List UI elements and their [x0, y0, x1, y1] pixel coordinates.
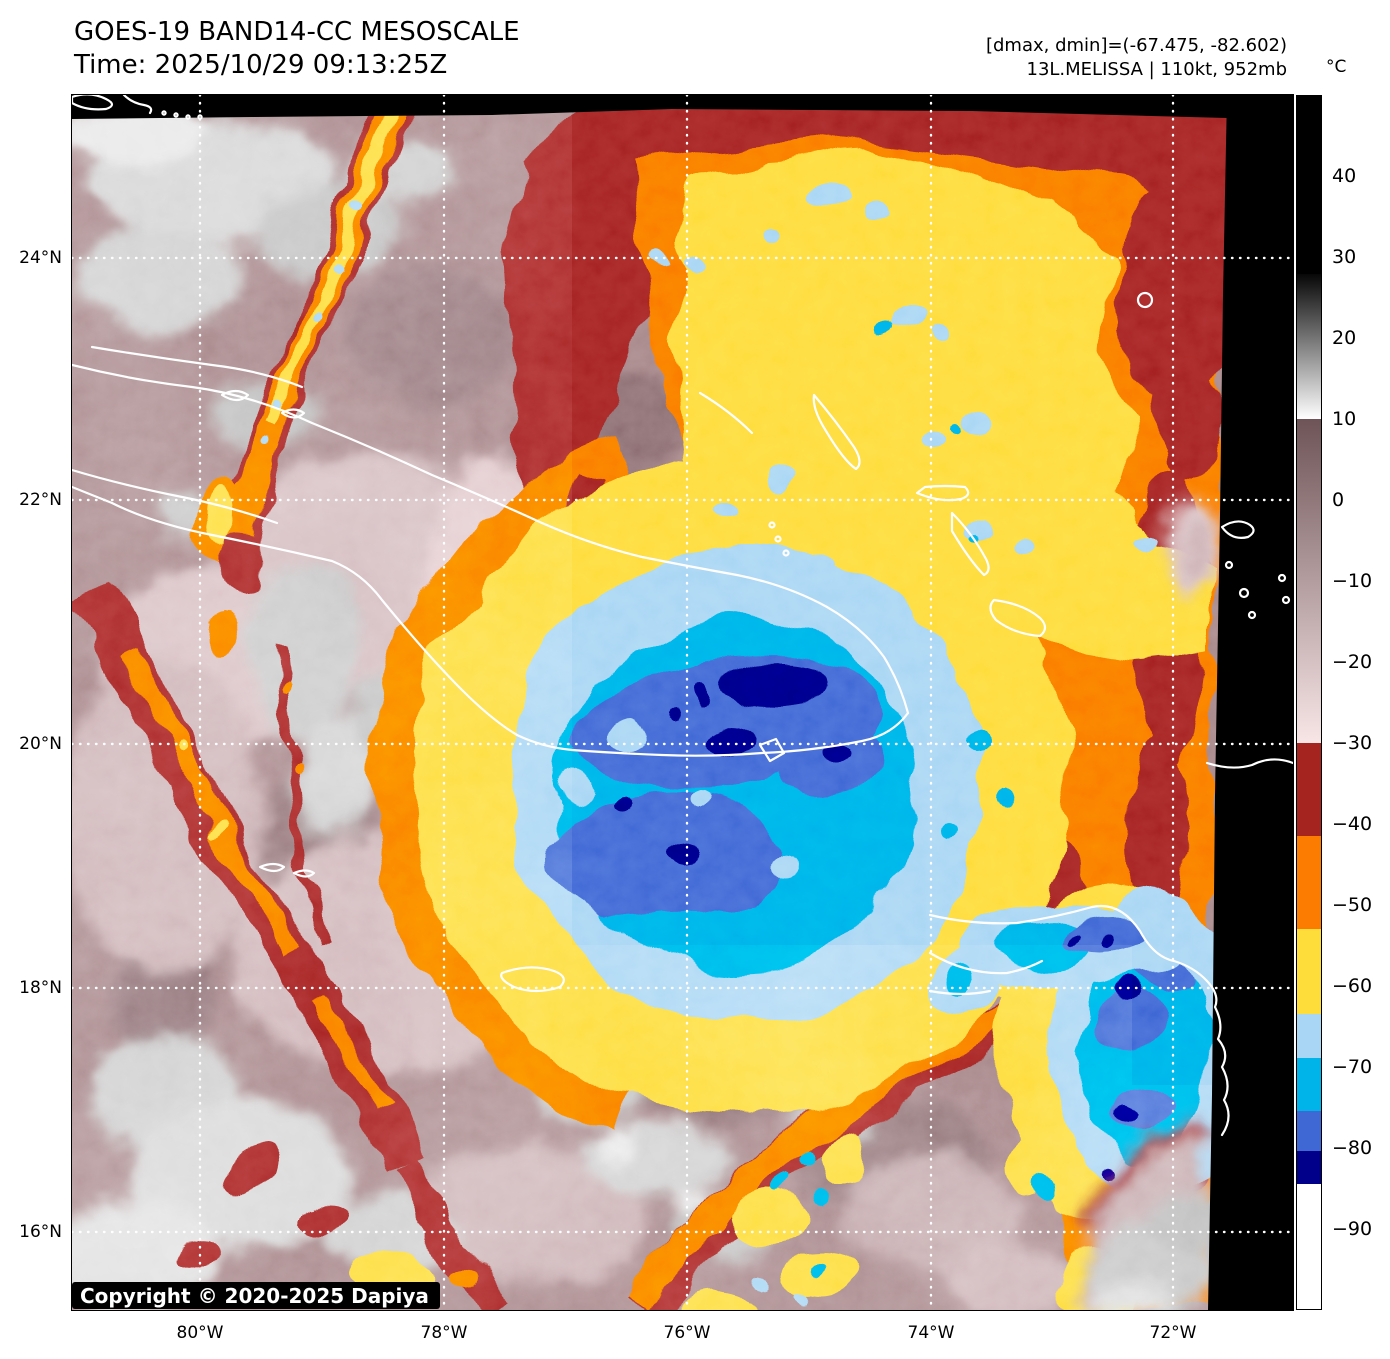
lon-axis: 80°W 78°W 76°W 74°W 72°W [0, 1322, 1390, 1346]
colorbar-gradient [1297, 96, 1321, 1309]
range-annotation: [dmax, dmin]=(-67.475, -82.602) [985, 35, 1287, 56]
colorbar-tick-label: −70 [1332, 1056, 1373, 1078]
storm-annotation: 13L.MELISSA | 110kt, 952mb [1026, 59, 1288, 81]
lat-tick-label: 18°N [19, 978, 62, 998]
colorbar-tick-label: −10 [1332, 570, 1373, 592]
gridlines [72, 95, 1293, 1310]
colorbar-tick-label: −60 [1332, 974, 1373, 997]
colorbar-tick-label: −20 [1332, 651, 1373, 673]
hispaniola-north-coast [928, 904, 1230, 1137]
colorbar-segment [1297, 1013, 1321, 1059]
colorbar-tick-label: −90 [1332, 1217, 1373, 1240]
colorbar-segment [1297, 928, 1321, 1014]
lon-tick-label: 78°W [420, 1323, 468, 1343]
colorbar-segment [1297, 742, 1321, 836]
colorbar-tick-label: −40 [1332, 813, 1373, 835]
map-plot-area: Copyright © 2020-2025 Dapiya [71, 94, 1294, 1311]
colorbar-tick-label: 10 [1332, 408, 1357, 430]
colorbar-tick-label: 40 [1332, 165, 1357, 187]
copyright-badge: Copyright © 2020-2025 Dapiya [72, 1282, 440, 1309]
colorbar-segment [1297, 1110, 1321, 1152]
no-data-region [72, 95, 1293, 1310]
lat-axis: 24°N 22°N 20°N 18°N 16°N [0, 0, 62, 1359]
colorbar-tick-label: −50 [1332, 894, 1373, 916]
lon-tick-label: 74°W [907, 1323, 955, 1343]
bahamas-islands [812, 393, 861, 471]
colorbar-tick-label: −30 [1332, 731, 1373, 754]
colorbar-tick-label: 20 [1332, 327, 1357, 349]
colorbar-tick-label: −80 [1332, 1137, 1373, 1159]
colorbar-unit-label: °C [1326, 57, 1347, 77]
colorbar-segment [1297, 419, 1321, 743]
colorbar [1296, 95, 1322, 1310]
lat-tick-label: 24°N [19, 248, 62, 268]
plot-time: Time: 2025/10/29 09:13:25Z [74, 50, 448, 81]
lat-tick-label: 22°N [19, 490, 62, 510]
lon-tick-label: 72°W [1149, 1323, 1197, 1343]
colorbar-segment [1297, 835, 1321, 929]
lat-tick-label: 20°N [19, 734, 62, 754]
image-grain-texture [72, 95, 1293, 1310]
colorbar-segment [1297, 1058, 1321, 1111]
title-block: GOES-19 BAND14-CC MESOSCALE Time: 2025/1… [74, 16, 520, 83]
lon-tick-label: 76°W [663, 1323, 711, 1343]
cuba-north-coast [72, 363, 910, 715]
plot-title: GOES-19 BAND14-CC MESOSCALE [74, 17, 520, 47]
lat-tick-label: 16°N [19, 1222, 62, 1242]
annotation-block: [dmax, dmin]=(-67.475, -82.602) 13L.MELI… [986, 34, 1287, 83]
colorbar-segment [1297, 273, 1321, 420]
colorbar-tick-label: 0 [1332, 488, 1345, 511]
lon-tick-label: 80°W [176, 1323, 224, 1343]
satellite-image [72, 95, 1293, 1310]
colorbar-ticks: 40 30 20 10 0 −10 −20 −30 −40 −50 −60 −70 −80 −90 [1332, 95, 1388, 1310]
colorbar-tick-label: 30 [1332, 245, 1357, 268]
colorbar-segment [1297, 1183, 1321, 1309]
colorbar-segment [1297, 96, 1321, 274]
colorbar-segment [1297, 1151, 1321, 1184]
